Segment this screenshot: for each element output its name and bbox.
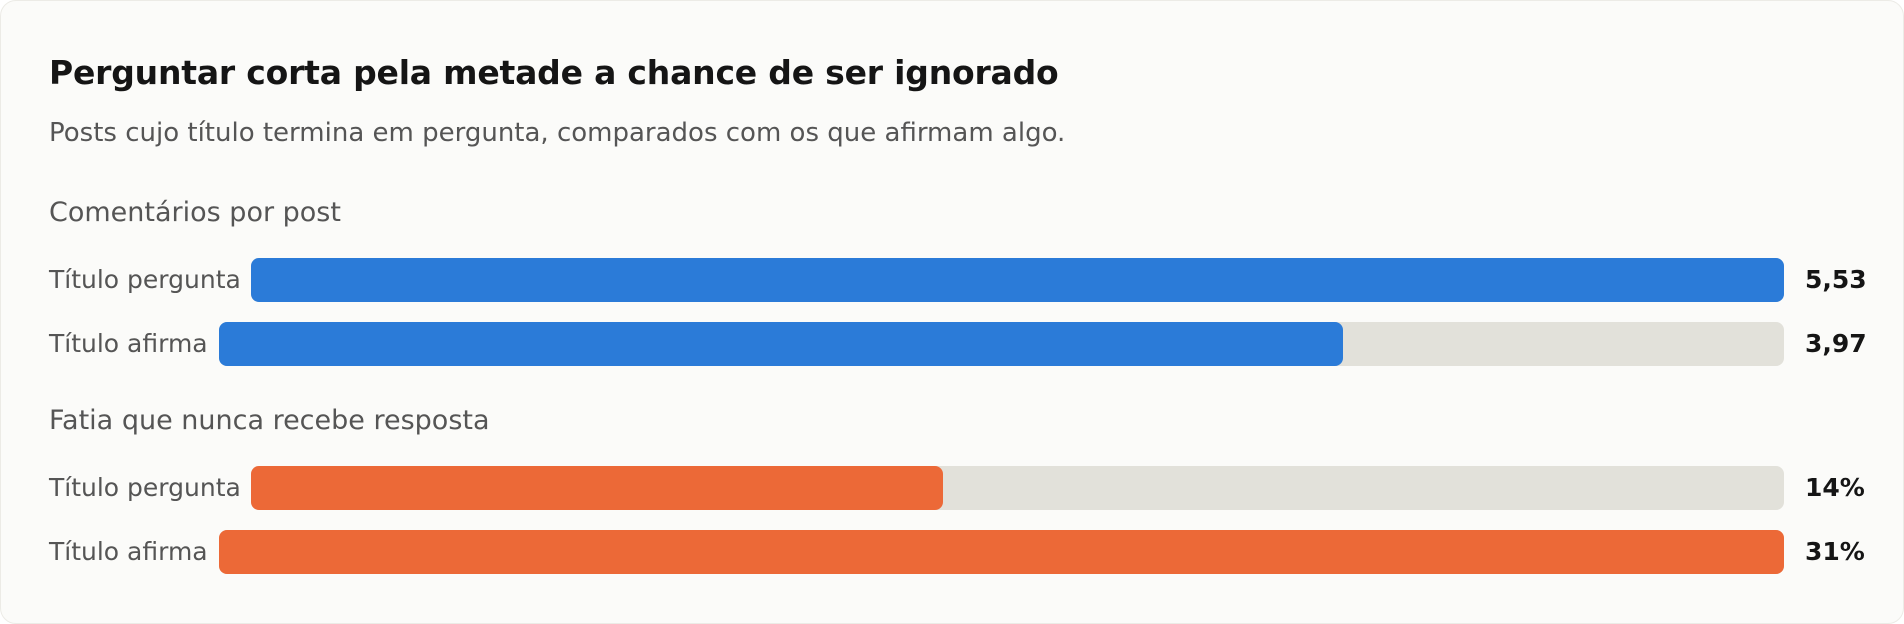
value-label-unanswered-statement: 31% bbox=[1805, 537, 1865, 566]
bar-label-comments-question: Título pergunta bbox=[49, 265, 241, 294]
value-label-unanswered-question: 14% bbox=[1805, 473, 1865, 502]
bar-track-comments-question bbox=[251, 258, 1784, 302]
bar-comments-question bbox=[251, 258, 1784, 302]
chart-title: Perguntar corta pela metade a chance de … bbox=[49, 53, 1059, 92]
bar-label-comments-statement: Título afirma bbox=[49, 329, 208, 358]
bar-label-unanswered-question: Título pergunta bbox=[49, 473, 241, 502]
bar-comments-statement bbox=[219, 322, 1343, 366]
bar-label-unanswered-statement: Título afirma bbox=[49, 537, 208, 566]
section-title-unanswered: Fatia que nunca recebe resposta bbox=[49, 405, 490, 436]
value-label-comments-question: 5,53 bbox=[1805, 265, 1867, 294]
bar-track-unanswered-statement bbox=[219, 530, 1784, 574]
bar-track-comments-statement bbox=[219, 322, 1784, 366]
bar-unanswered-statement bbox=[219, 530, 1784, 574]
bar-track-unanswered-question bbox=[251, 466, 1784, 510]
chart-subtitle: Posts cujo título termina em pergunta, c… bbox=[49, 118, 1066, 148]
section-title-comments: Comentários por post bbox=[49, 197, 341, 228]
value-label-comments-statement: 3,97 bbox=[1805, 329, 1867, 358]
bar-unanswered-question bbox=[251, 466, 944, 510]
